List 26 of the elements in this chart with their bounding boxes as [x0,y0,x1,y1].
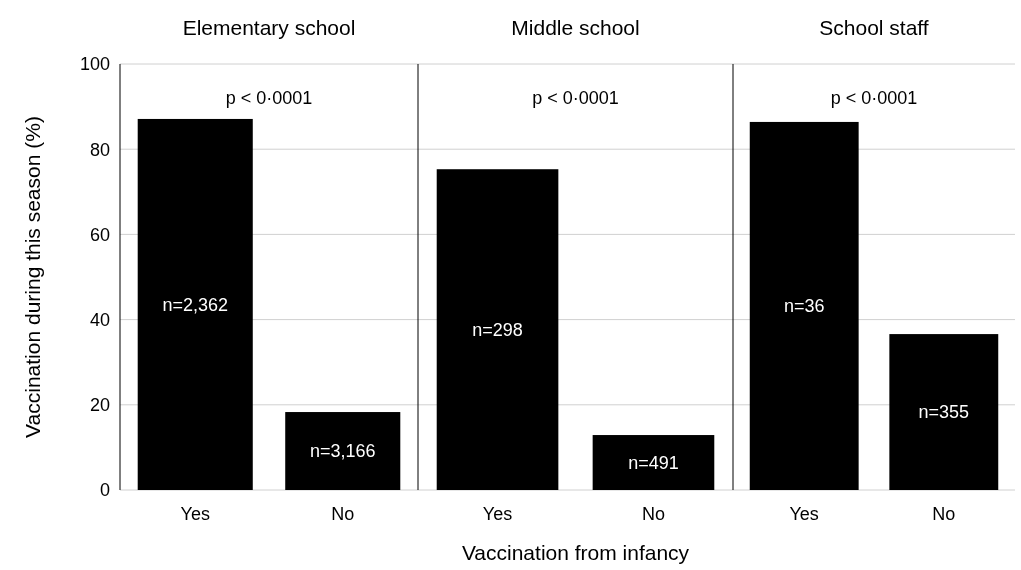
y-tick-label: 20 [89,395,110,416]
x-tick-label: Yes [180,504,210,524]
chart-title: School staff [819,16,929,39]
y-tick-label: 60 [89,224,110,245]
x-tick-label: Yes [482,504,513,524]
annotation: n=491 [628,452,679,473]
x-tick-label: No [331,504,355,524]
annotation: p < 0·0001 [830,88,918,108]
annotation: n=298 [472,319,523,340]
x-tick-label: Yes [789,504,819,524]
annotation: n=36 [783,296,825,317]
x-tick-label: No [932,504,956,524]
annotation: n=2,362 [162,294,229,315]
y-tick-label: 80 [89,139,110,160]
y-tick-label: 40 [89,309,110,330]
annotation: n=3,166 [309,441,376,462]
y-tick-label: 0 [99,480,110,501]
chart-title: Middle school [511,16,640,39]
annotation: n=355 [918,402,970,423]
y-tick-label: 100 [79,54,110,75]
x-axis-title: Vaccination from infancy [461,541,690,564]
y-axis-title: Vaccination during this season (%) [21,116,44,438]
chart-title: Elementary school [182,16,356,39]
annotation: p < 0·0001 [225,88,313,108]
x-tick-label: No [641,504,665,524]
annotation: p < 0·0001 [532,88,619,108]
